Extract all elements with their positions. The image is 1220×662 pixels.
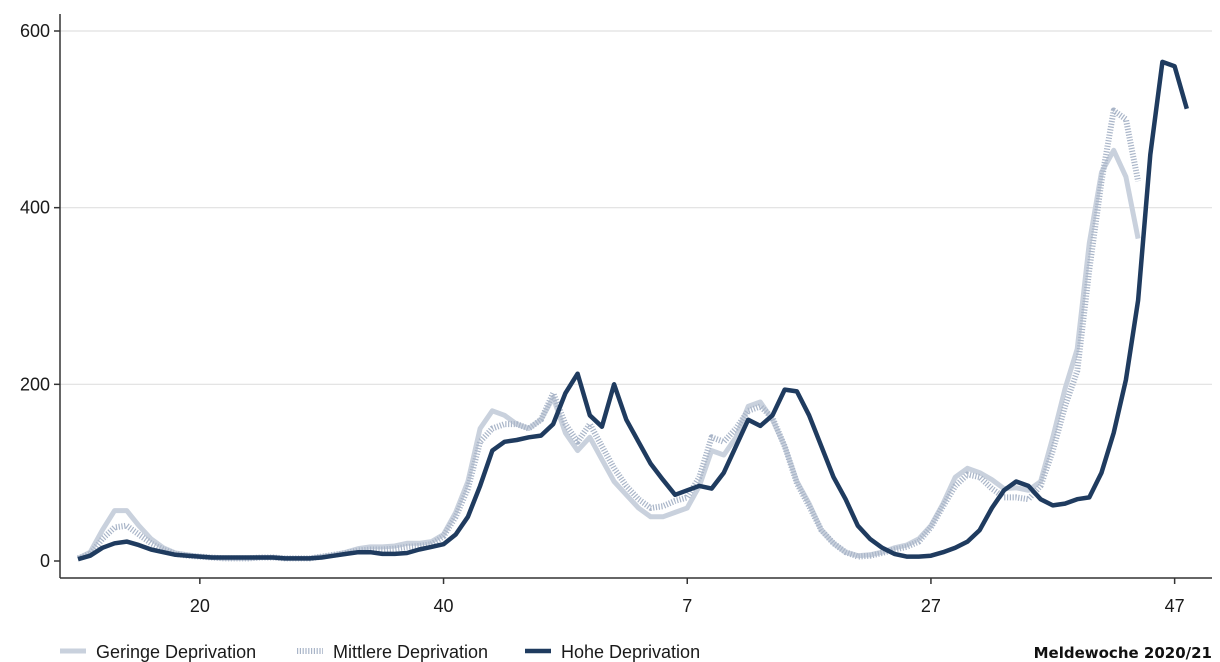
series-line-2 bbox=[77, 59, 1189, 562]
y-tick-label-200: 200 bbox=[20, 374, 50, 394]
legend-label-2: Hohe Deprivation bbox=[561, 642, 700, 662]
x-tick-label-1: 40 bbox=[434, 596, 454, 616]
series-lines bbox=[76, 59, 1189, 562]
x-tick-label-3: 27 bbox=[921, 596, 941, 616]
legend: Geringe Deprivation Mittlere Deprivation H… bbox=[60, 642, 700, 662]
x-tick-labels: 20 40 7 27 47 bbox=[190, 596, 1185, 616]
y-tick-label-600: 600 bbox=[20, 21, 50, 41]
x-tick-label-0: 20 bbox=[190, 596, 210, 616]
x-tick-label-4: 47 bbox=[1165, 596, 1185, 616]
series-line-1 bbox=[76, 107, 1142, 562]
grid-lines bbox=[60, 30, 1212, 385]
series-line-0 bbox=[76, 147, 1141, 561]
x-axis-label: Meldewoche 2020/21 bbox=[1034, 644, 1212, 662]
y-tick-label-0: 0 bbox=[40, 551, 50, 571]
y-tick-label-400: 400 bbox=[20, 198, 50, 218]
axes bbox=[54, 14, 1212, 584]
legend-label-0: Geringe Deprivation bbox=[96, 642, 256, 662]
legend-label-1: Mittlere Deprivation bbox=[333, 642, 488, 662]
x-tick-label-2: 7 bbox=[682, 596, 692, 616]
y-tick-labels: 0 200 400 600 bbox=[20, 21, 50, 571]
